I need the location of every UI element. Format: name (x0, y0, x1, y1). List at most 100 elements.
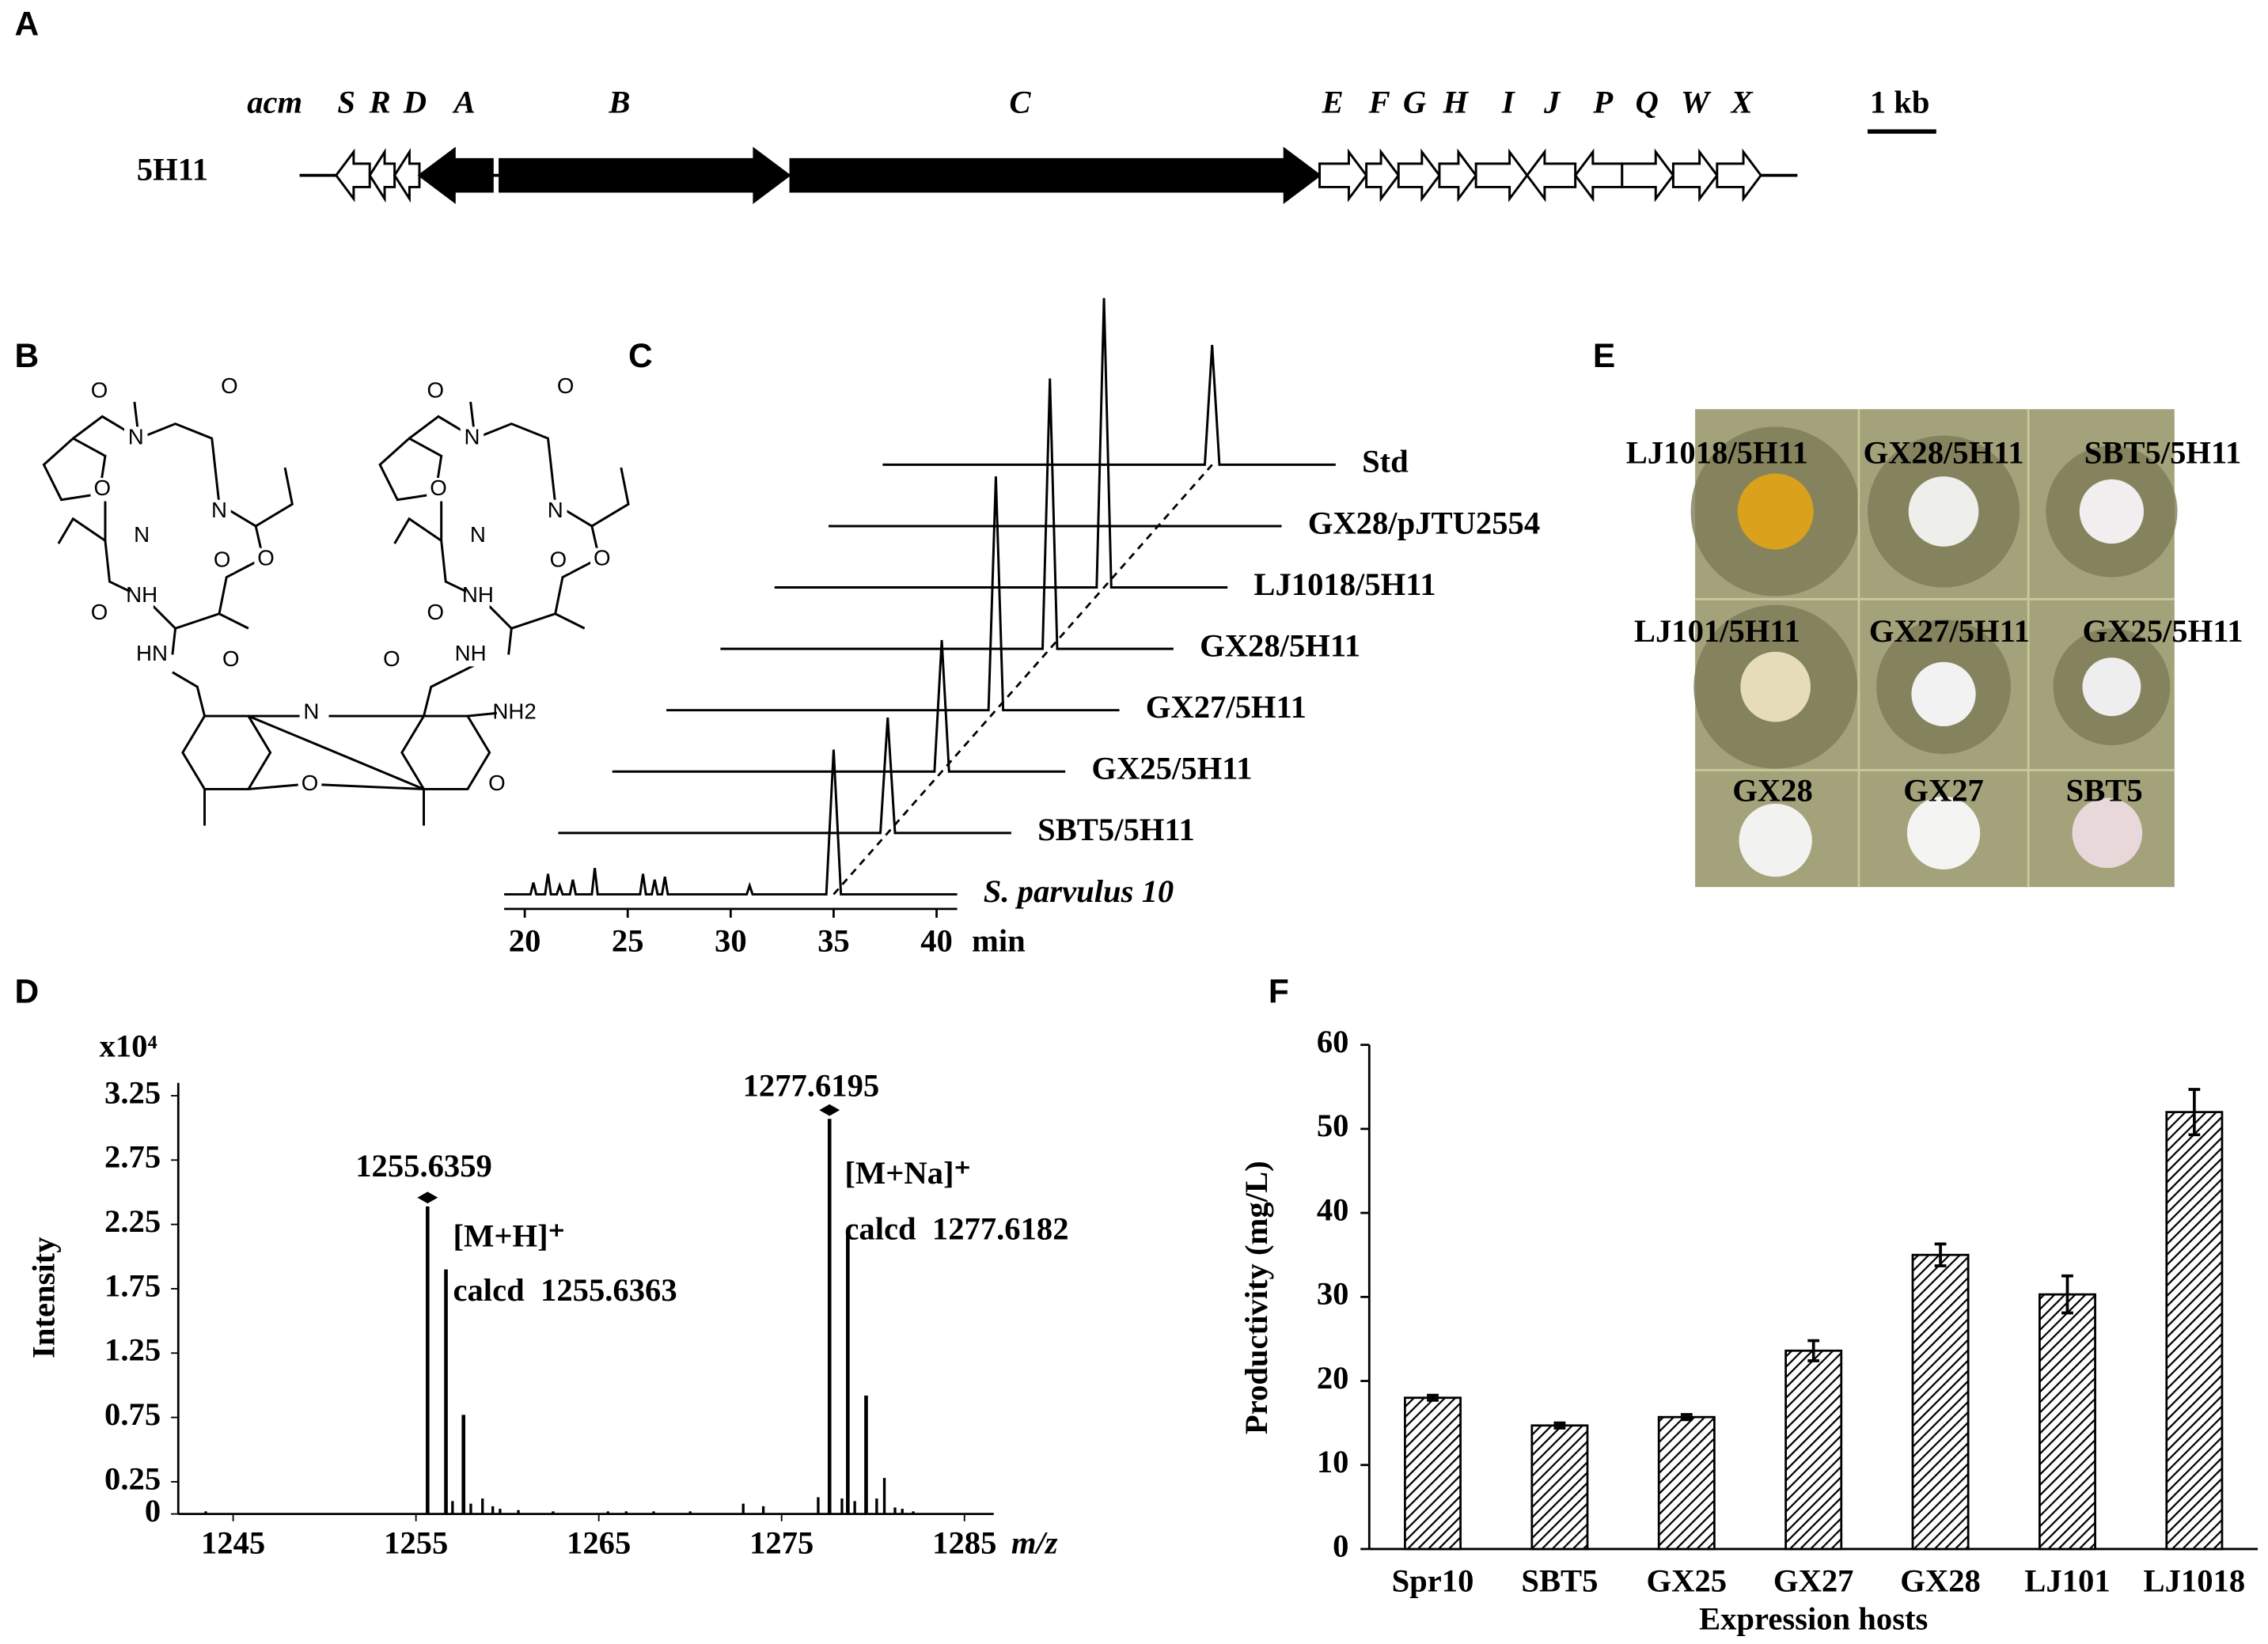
x-tick-label: Spr10 (1392, 1563, 1474, 1599)
gene-label: H (1442, 84, 1469, 119)
atom-bg (466, 584, 490, 608)
y-tick-label: 0.25 (104, 1460, 161, 1496)
y-tick-label: 10 (1317, 1444, 1349, 1479)
trace-label: GX25/5H11 (1091, 751, 1252, 786)
gene-label: D (403, 84, 427, 119)
x-axis-label: m/z (1011, 1525, 1058, 1561)
atom-label: NH (126, 582, 157, 607)
x-tick-label: GX27 (1773, 1563, 1854, 1599)
panel-label: B (14, 337, 39, 374)
atom-bg (458, 642, 483, 667)
atom-label: O (93, 475, 111, 500)
atom-label: O (383, 646, 400, 671)
atom-label: O (222, 646, 240, 671)
x-tick-label: LJ1018 (2144, 1563, 2246, 1599)
structure-bonds (42, 400, 630, 826)
plate-label: LJ101/5H11 (1634, 613, 1800, 649)
x-tick-label: 30 (715, 923, 747, 959)
plate-label: GX28/5H11 (1863, 435, 2023, 471)
y-tick-label: 20 (1317, 1360, 1349, 1396)
gene-arrow (1365, 148, 1401, 203)
x-tick-label: GX28 (1900, 1563, 1981, 1599)
x-tick-label: 35 (817, 923, 850, 959)
bar (1657, 1415, 1716, 1551)
gene-arrow (1397, 148, 1441, 203)
trace-label: S. parvulus 10 (984, 873, 1174, 909)
gene-label: S (337, 84, 355, 119)
peak-marker (417, 1191, 438, 1204)
y-tick-label: 60 (1317, 1024, 1349, 1059)
x-tick-label: LJ101 (2024, 1563, 2110, 1599)
y-axis-label: Productivity (mg/L) (1238, 1161, 1274, 1434)
trace (666, 476, 1120, 712)
peak-marker (819, 1104, 840, 1116)
panel-label: F (1269, 972, 1289, 1010)
atom-label: HN (136, 641, 168, 665)
gene-label: F (1368, 84, 1390, 119)
atom-label: NH (462, 582, 494, 607)
plate-label: LJ1018/5H11 (1626, 435, 1808, 471)
gene-label: Q (1636, 84, 1659, 119)
x-tick-label: 1285 (932, 1525, 996, 1561)
gene-arrow (1525, 148, 1577, 203)
gene-label: J (1543, 84, 1561, 119)
atom-label: O (488, 771, 506, 795)
atom-label: O (257, 546, 275, 570)
annotation: [M+H]⁺ (453, 1218, 565, 1254)
trace (558, 717, 1011, 835)
atom-bg (140, 642, 164, 667)
atom-label: N (470, 522, 486, 547)
atom-label: N (134, 522, 150, 547)
y-tick-label: 1.25 (104, 1332, 161, 1368)
trace-label: Std (1362, 444, 1409, 479)
x-tick-label: 1245 (201, 1525, 265, 1561)
error-bar (2188, 1088, 2201, 1137)
atom-label: N (128, 424, 144, 449)
atom-bg (254, 547, 278, 572)
atom-label: O (430, 475, 447, 500)
atom-label: N (303, 699, 319, 724)
atom-label: O (557, 373, 575, 398)
y-tick-label: 2.75 (104, 1139, 161, 1175)
atom-bg (460, 426, 484, 450)
atom-bg (380, 649, 404, 672)
y-tick-label: 40 (1317, 1191, 1349, 1227)
bar (1530, 1424, 1589, 1551)
atom-bg (130, 584, 154, 608)
y-tick-label: 1.75 (104, 1267, 161, 1303)
atom-bg (130, 525, 154, 548)
gene-arrow (1474, 148, 1529, 203)
panel-label: E (1593, 337, 1615, 374)
x-tick-label: GX25 (1647, 1563, 1728, 1599)
gene-arrow (1716, 148, 1763, 203)
construct-label: 5H11 (137, 151, 208, 187)
y-axis-label: Intensity (25, 1237, 61, 1358)
gene-label: E (1322, 84, 1344, 119)
atom-bg (87, 602, 112, 626)
y-tick-label: 2.25 (104, 1203, 161, 1239)
gene-label: P (1592, 84, 1614, 119)
bar (1404, 1396, 1462, 1551)
plate-label: GX28 (1732, 772, 1813, 808)
atom-label: O (550, 547, 567, 572)
trace (504, 749, 958, 896)
atom-bg (546, 549, 571, 574)
atom-label: O (427, 377, 445, 402)
annotation: [M+Na]⁺ (844, 1155, 971, 1191)
atom-label: O (91, 377, 108, 402)
plate-label: GX27 (1903, 772, 1984, 808)
y-tick-label: 0 (1333, 1528, 1348, 1563)
error-bar (1807, 1339, 1820, 1362)
atom-label: O (302, 771, 319, 795)
x-tick-label: 25 (612, 923, 644, 959)
trace-label: GX28/pJTU2554 (1308, 505, 1540, 540)
gene-label: B (608, 84, 630, 119)
error-bar (1427, 1393, 1439, 1402)
gene-arrow (1573, 148, 1624, 203)
atom-bg (298, 773, 322, 797)
trace (720, 378, 1174, 650)
gene-arrow (393, 148, 421, 203)
trace-label: GX28/5H11 (1200, 627, 1360, 663)
trace-label: SBT5/5H11 (1037, 812, 1195, 847)
